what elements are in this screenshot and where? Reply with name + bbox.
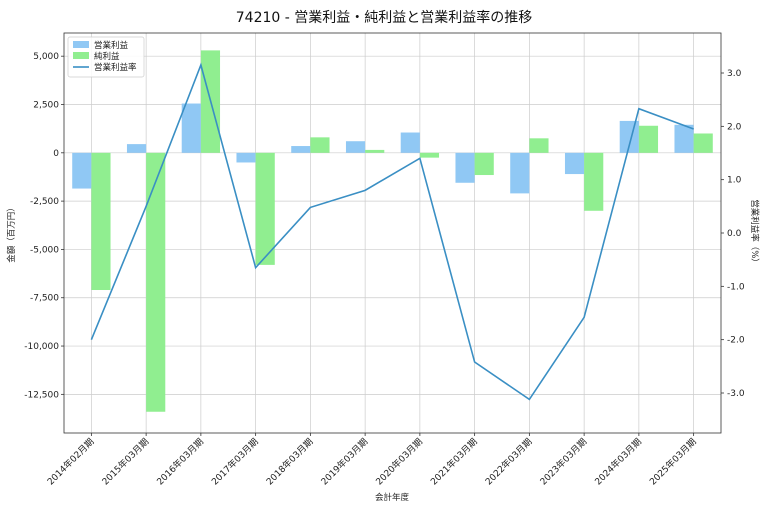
x-tick-label: 2014年02月期	[45, 436, 97, 488]
y-tick-label: 2,500	[33, 100, 59, 110]
x-tick-label: 2020年03月期	[373, 436, 425, 488]
operating-profit-bar	[126, 144, 147, 153]
y2-tick-label: 3.0	[727, 69, 742, 79]
y2-tick-label: -1.0	[727, 282, 745, 292]
operating-profit-bar	[455, 152, 475, 183]
y2-axis-label: 営業利益率（%）	[749, 199, 760, 267]
x-tick-label: 2016年03月期	[154, 436, 206, 488]
bars	[72, 50, 713, 412]
y-tick-label: -10,000	[24, 342, 59, 352]
x-tick-label: 2019年03月期	[318, 436, 370, 488]
chart-title: 74210 - 営業利益・純利益と営業利益率の推移	[236, 9, 533, 26]
x-tick-label: 2021年03月期	[428, 436, 480, 488]
operating-profit-bar	[236, 152, 256, 163]
operating-profit-bar	[510, 152, 530, 194]
x-tick-label: 2025年03月期	[647, 436, 699, 488]
x-tick-label: 2018年03月期	[264, 436, 316, 488]
net-profit-bar	[146, 152, 166, 412]
net-profit-bar	[365, 149, 385, 153]
net-profit-bar	[693, 133, 713, 153]
x-tick-label: 2015年03月期	[99, 436, 151, 488]
legend-label: 営業利益	[94, 40, 129, 51]
x-axis: 2014年02月期 2015年03月期 2016年03月期 2017年03月期 2018…	[45, 433, 699, 488]
net-profit-bar	[310, 137, 330, 153]
operating-profit-bar	[291, 146, 311, 153]
y2-tick-label: 1.0	[727, 176, 742, 186]
net-profit-bar	[474, 152, 494, 176]
x-tick-label: 2024年03月期	[592, 436, 644, 488]
net-profit-bar	[255, 152, 275, 265]
legend-label: 純利益	[94, 51, 120, 62]
operating-profit-bar	[564, 152, 585, 175]
net-profit-bar	[529, 138, 549, 153]
y-tick-label: 0	[53, 149, 59, 159]
legend-label: 営業利益率	[94, 62, 137, 73]
operating-profit-bar	[345, 141, 366, 153]
x-tick-label: 2023年03月期	[537, 436, 589, 488]
x-tick-label: 2022年03月期	[483, 436, 535, 488]
y2-tick-label: -3.0	[727, 389, 745, 399]
y-tick-label: -12,500	[24, 390, 59, 400]
right-axis: 3.0 2.0 1.0 0.0 -1.0 -2.0 -3.0	[721, 69, 745, 399]
y-tick-label: -5,000	[30, 245, 59, 255]
y2-tick-label: 2.0	[727, 122, 742, 132]
x-axis-label: 会計年度	[375, 492, 410, 503]
x-tick-label: 2017年03月期	[209, 436, 261, 488]
operating-margin-line	[90, 62, 694, 401]
y-tick-label: -2,500	[30, 197, 59, 207]
net-profit-bar	[584, 152, 604, 211]
net-profit-bar	[91, 152, 111, 291]
y-tick-label: -7,500	[30, 294, 59, 304]
y-tick-label: 5,000	[33, 52, 59, 62]
operating-profit-bar	[72, 152, 92, 189]
operating-profit-bar	[400, 132, 420, 153]
left-axis: 5,000 2,500 0 -2,500 -5,000 -7,500 -10,000 -12,…	[24, 52, 64, 400]
y2-tick-label: 0.0	[727, 229, 742, 239]
net-profit-bar	[419, 152, 440, 158]
legend-swatch	[73, 41, 89, 48]
operating-profit-bar	[674, 124, 694, 153]
net-profit-bar	[638, 125, 659, 153]
y-axis-label: 金額（百万円）	[6, 203, 17, 263]
operating-profit-bar	[181, 103, 201, 153]
y2-tick-label: -2.0	[727, 336, 745, 346]
legend-swatch	[73, 52, 89, 59]
line-series	[90, 62, 694, 401]
